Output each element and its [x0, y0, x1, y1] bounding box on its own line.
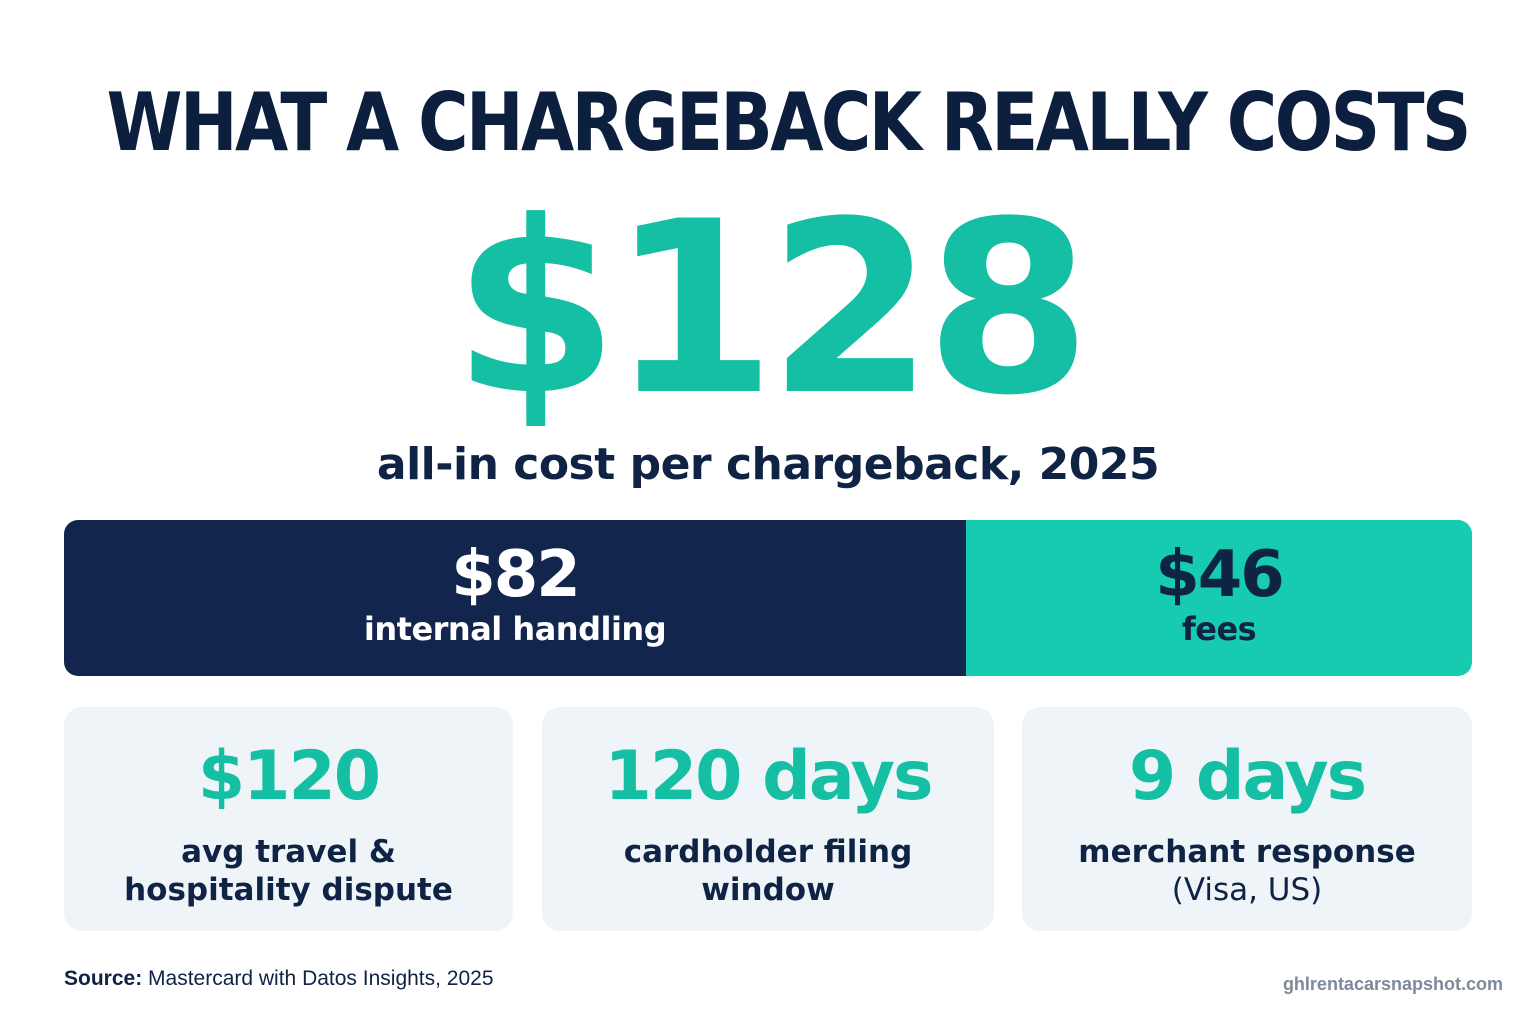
internal-handling-value: $82	[451, 538, 581, 612]
stat-card-travel-dispute: $120 avg travel & hospitality dispute	[64, 707, 513, 931]
stat-card-label: avg travel & hospitality dispute	[64, 833, 513, 909]
stat-card-value: 120 days	[604, 737, 934, 816]
stat-card-label-line: cardholder filing	[623, 834, 913, 870]
source-text: Mastercard with Datos Insights, 2025	[148, 967, 494, 990]
internal-handling-segment: $82 internal handling	[64, 520, 966, 676]
stat-card-filing-window: 120 days cardholder filing window	[542, 707, 994, 931]
cost-breakdown-bar: $82 internal handling $46 fees	[64, 520, 1472, 676]
internal-handling-label: internal handling	[363, 610, 667, 648]
stat-card-label-line: (Visa, US)	[1171, 872, 1323, 908]
stat-card-label-line: merchant response	[1078, 834, 1416, 870]
source-key: Source:	[64, 967, 143, 990]
fees-segment: $46 fees	[966, 520, 1472, 676]
stat-card-value: $120	[197, 737, 381, 816]
stat-card-label: cardholder filing window	[542, 833, 994, 909]
stat-card-merchant-response: 9 days merchant response (Visa, US)	[1022, 707, 1472, 931]
stat-card-label-line: avg travel &	[181, 834, 396, 870]
infographic-title: WHAT A CHARGEBACK REALLY COSTS	[106, 76, 1472, 169]
fees-label: fees	[1181, 610, 1257, 648]
hero-caption: all-in cost per chargeback, 2025	[376, 439, 1160, 490]
hero-value: $128	[452, 171, 1091, 448]
fees-value: $46	[1155, 538, 1285, 612]
site-watermark: ghlrentacarsnapshot.com	[1282, 974, 1503, 994]
source-note: Source: Mastercard with Datos Insights, …	[64, 966, 494, 992]
stat-card-label-line: hospitality dispute	[124, 872, 453, 908]
stat-card-label-line: window	[701, 872, 835, 908]
stat-card-value: 9 days	[1128, 737, 1367, 816]
stat-card-label: merchant response (Visa, US)	[1022, 833, 1472, 909]
